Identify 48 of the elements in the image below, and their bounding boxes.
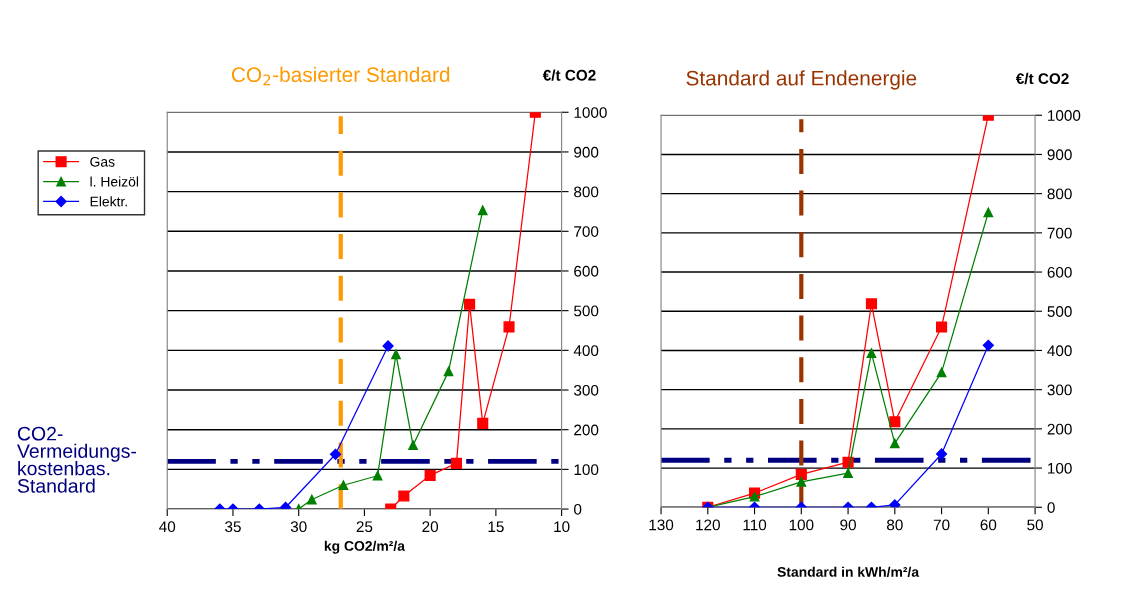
y-tick-label: 100 [1048,462,1072,474]
y-tick-label: 1000 [1048,110,1081,121]
y-tick-label: 800 [574,186,599,198]
x-tick-label: 15 [488,521,504,533]
x-tick-label: 10 [554,521,570,533]
y-axis-title: €/t CO2 [1015,72,1069,85]
ref-line-label: CO$_{2}$-basierter Standard [231,66,450,86]
x-axis-title: kg CO2/m²/a [324,540,406,554]
x-tick-label: 40 [159,521,176,533]
y-tick-label: 800 [1047,188,1072,200]
x-tick-label: 100 [789,519,814,531]
x-tick-label: 120 [696,519,720,531]
x-tick-label: 90 [840,519,856,531]
x-tick-label: 110 [743,519,767,531]
y-tick-label: 1000 [574,107,607,118]
ref-line-label: Standard auf Endenergie [686,70,917,90]
x-tick-label: 30 [290,521,307,533]
y-tick-label: 700 [1047,227,1072,239]
legend-label: Gas [90,156,115,167]
y-tick-label: 600 [574,265,599,277]
x-tick-label: 70 [933,519,950,531]
x-tick-label: 60 [980,519,997,531]
y-tick-label: 400 [1047,345,1072,357]
ref-line-label: CO2- Vermeidungs- kostenbas. Standard [17,426,137,493]
y-axis-title: €/t CO2 [542,69,596,81]
y-tick-label: 300 [574,384,599,396]
y-tick-label: 900 [574,146,599,158]
x-tick-label: 25 [356,521,373,533]
x-tick-label: 50 [1027,519,1043,531]
y-tick-label: 0 [1047,502,1055,513]
legend-label: l. Heizöl [90,176,139,187]
legend-label: Elektr. [90,196,127,207]
y-tick-label: 100 [574,464,599,476]
y-tick-label: 500 [1047,306,1072,317]
y-tick-label: 200 [574,424,599,436]
x-tick-label: 35 [225,521,241,533]
y-tick-label: 300 [1047,384,1072,396]
x-tick-label: 80 [886,519,903,531]
x-tick-label: 20 [422,521,439,533]
y-tick-label: 600 [1047,266,1072,278]
x-tick-label: 130 [649,519,674,531]
y-tick-label: 200 [1047,423,1072,435]
y-tick-label: 700 [574,226,599,237]
x-axis-title: Standard in kWh/m²/a [777,566,920,577]
y-tick-label: 500 [574,305,599,317]
y-tick-label: 900 [1047,149,1072,161]
y-tick-label: 0 [574,503,582,515]
y-tick-label: 400 [573,345,599,357]
